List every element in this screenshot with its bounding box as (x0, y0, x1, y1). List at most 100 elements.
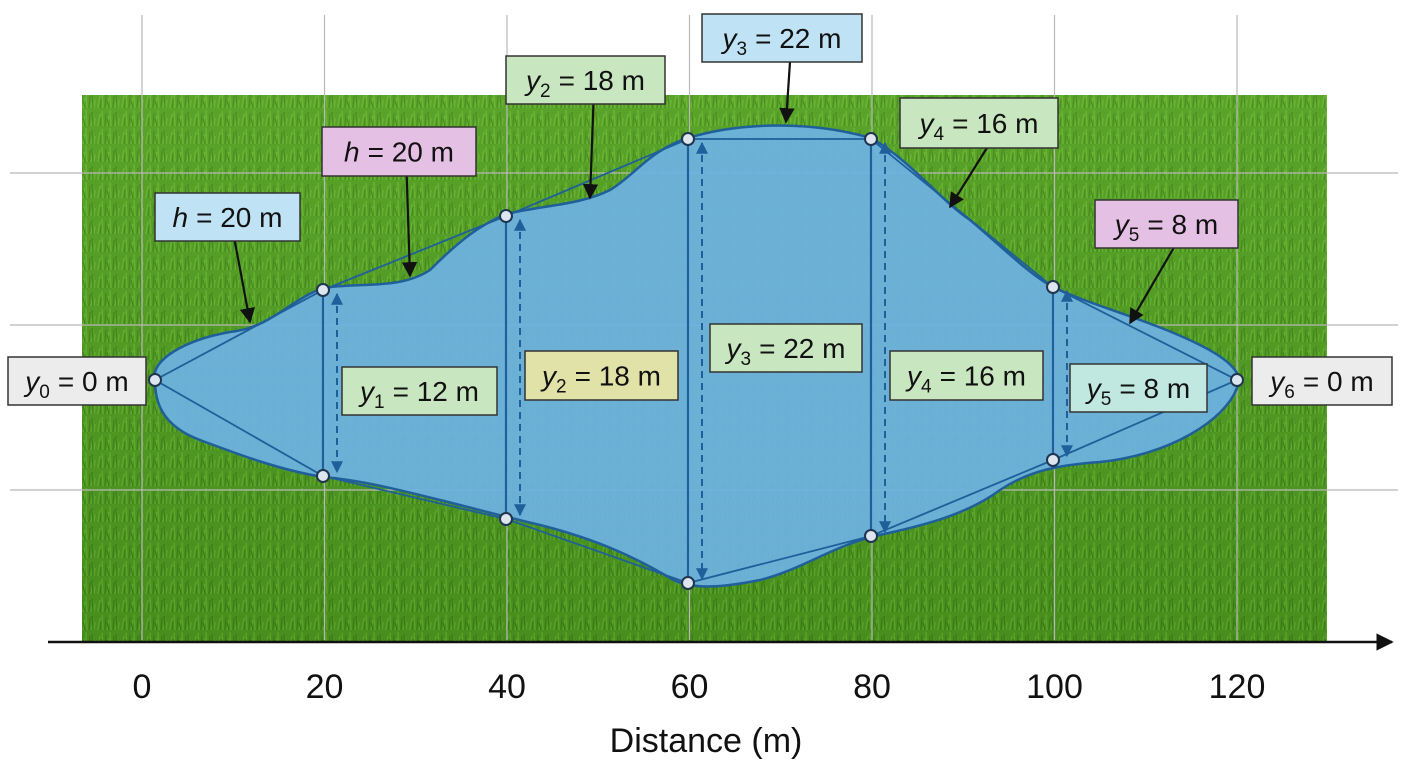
x-axis-label: Distance (m) (610, 722, 803, 760)
callout-symbol: h (344, 137, 360, 168)
callout-text: = 16 m (940, 361, 1026, 392)
station-point (148, 373, 162, 387)
callout-label: y3 = 22 m (721, 23, 842, 60)
callout: y4 = 16 m (889, 350, 1044, 401)
callout: y2 = 18 m (505, 55, 666, 200)
callout-pointer (779, 61, 795, 124)
station-point (499, 512, 513, 526)
callout-symbol: y (721, 23, 739, 54)
x-tick-label: 120 (1209, 668, 1266, 706)
callout: y5 = 8 m (1094, 199, 1239, 325)
x-tick-label: 40 (488, 668, 526, 706)
callout-symbol: y (918, 108, 936, 139)
callout: y3 = 22 m (701, 13, 863, 124)
callout-box (889, 350, 1044, 401)
callout-label: y3 = 22 m (725, 333, 846, 370)
callout-text: = 16 m (952, 108, 1038, 139)
callout-subscript: 5 (1101, 389, 1112, 410)
x-tick-label: 20 (306, 668, 344, 706)
callout-subscript: 0 (39, 382, 50, 403)
callout: y1 = 12 m (341, 366, 498, 416)
station-point (864, 132, 878, 146)
callout-symbol: h (173, 202, 189, 233)
station-point (681, 576, 695, 590)
callout: y6 = 0 m (1251, 356, 1393, 406)
callout-subscript: 5 (1129, 225, 1140, 246)
station-point (864, 529, 878, 543)
callout-label: h = 20 m (344, 137, 454, 168)
callout-subscript: 6 (1284, 382, 1295, 403)
callout-pointer (949, 147, 988, 209)
callout-pointer (582, 103, 599, 200)
callout: h = 20 m (154, 192, 301, 324)
callout-box (341, 366, 498, 416)
callout-label: h = 20 m (173, 202, 283, 233)
callout-label: y0 = 0 m (23, 366, 128, 403)
callout-symbol: y (524, 65, 542, 96)
callout-symbol: y (1268, 366, 1286, 397)
station-point (316, 469, 330, 483)
callout-subscript: 2 (556, 377, 567, 398)
callout-text: = 0 m (1303, 366, 1374, 397)
callout-pointer (233, 240, 256, 324)
callout: y3 = 22 m (709, 323, 863, 373)
callout-symbol: y (540, 361, 558, 392)
callout-label: y4 = 16 m (918, 108, 1039, 145)
callout-text: = 20 m (368, 137, 454, 168)
callout-text: = 18 m (575, 361, 661, 392)
callout: y2 = 18 m (524, 350, 679, 401)
callout-label: y1 = 12 m (358, 376, 479, 413)
station-point (316, 283, 330, 297)
callout: y5 = 8 m (1069, 363, 1208, 413)
callout-label: y2 = 18 m (524, 65, 645, 102)
callout-box (899, 97, 1059, 149)
callout-label: y6 = 0 m (1268, 366, 1373, 403)
callout-label: y4 = 16 m (905, 361, 1026, 398)
callout: y0 = 0 m (7, 356, 147, 406)
callout-symbol: y (725, 333, 743, 364)
callout-text: = 0 m (58, 366, 129, 397)
x-tick-label: 100 (1026, 668, 1083, 706)
x-tick-label: 80 (853, 668, 891, 706)
callout-subscript: 2 (540, 81, 551, 102)
x-tick-label: 0 (133, 668, 152, 706)
callout-box (524, 350, 679, 401)
callout-box (1069, 363, 1208, 413)
station-point (681, 132, 695, 146)
callout-subscript: 4 (921, 377, 932, 398)
offsets (321, 139, 1073, 583)
station-point (499, 209, 513, 223)
callout-text: = 8 m (1147, 209, 1218, 240)
station-point (1230, 373, 1244, 387)
callout-text: = 22 m (755, 23, 841, 54)
callout: h = 20 m (321, 126, 477, 278)
callout-box (709, 323, 863, 373)
callout-symbol: y (1085, 373, 1103, 404)
callout-label: y2 = 18 m (540, 361, 661, 398)
callout-text: = 20 m (196, 202, 282, 233)
station-point (1046, 453, 1060, 467)
callout-pointer (401, 175, 418, 278)
callout-text: = 8 m (1119, 373, 1190, 404)
callout-symbol: y (1113, 209, 1131, 240)
callout-subscript: 3 (741, 349, 752, 370)
callout-subscript: 1 (374, 392, 385, 413)
callout-text: = 12 m (393, 376, 479, 407)
callout-box (505, 55, 666, 105)
callout-box (1251, 356, 1393, 406)
callout-box (7, 356, 147, 406)
callout-text: = 22 m (759, 333, 845, 364)
callout-label: y5 = 8 m (1085, 373, 1190, 410)
station-point (1046, 280, 1060, 294)
callout-text: = 18 m (559, 65, 645, 96)
x-tick-label: 60 (671, 668, 709, 706)
callout-box (701, 13, 863, 63)
callout: y4 = 16 m (899, 97, 1059, 209)
callout-subscript: 4 (934, 124, 945, 145)
callout-symbol: y (358, 376, 376, 407)
callout-label: y5 = 8 m (1113, 209, 1218, 246)
callout-subscript: 3 (737, 39, 748, 60)
callout-pointer (1129, 247, 1175, 325)
callout-box (1094, 199, 1239, 249)
